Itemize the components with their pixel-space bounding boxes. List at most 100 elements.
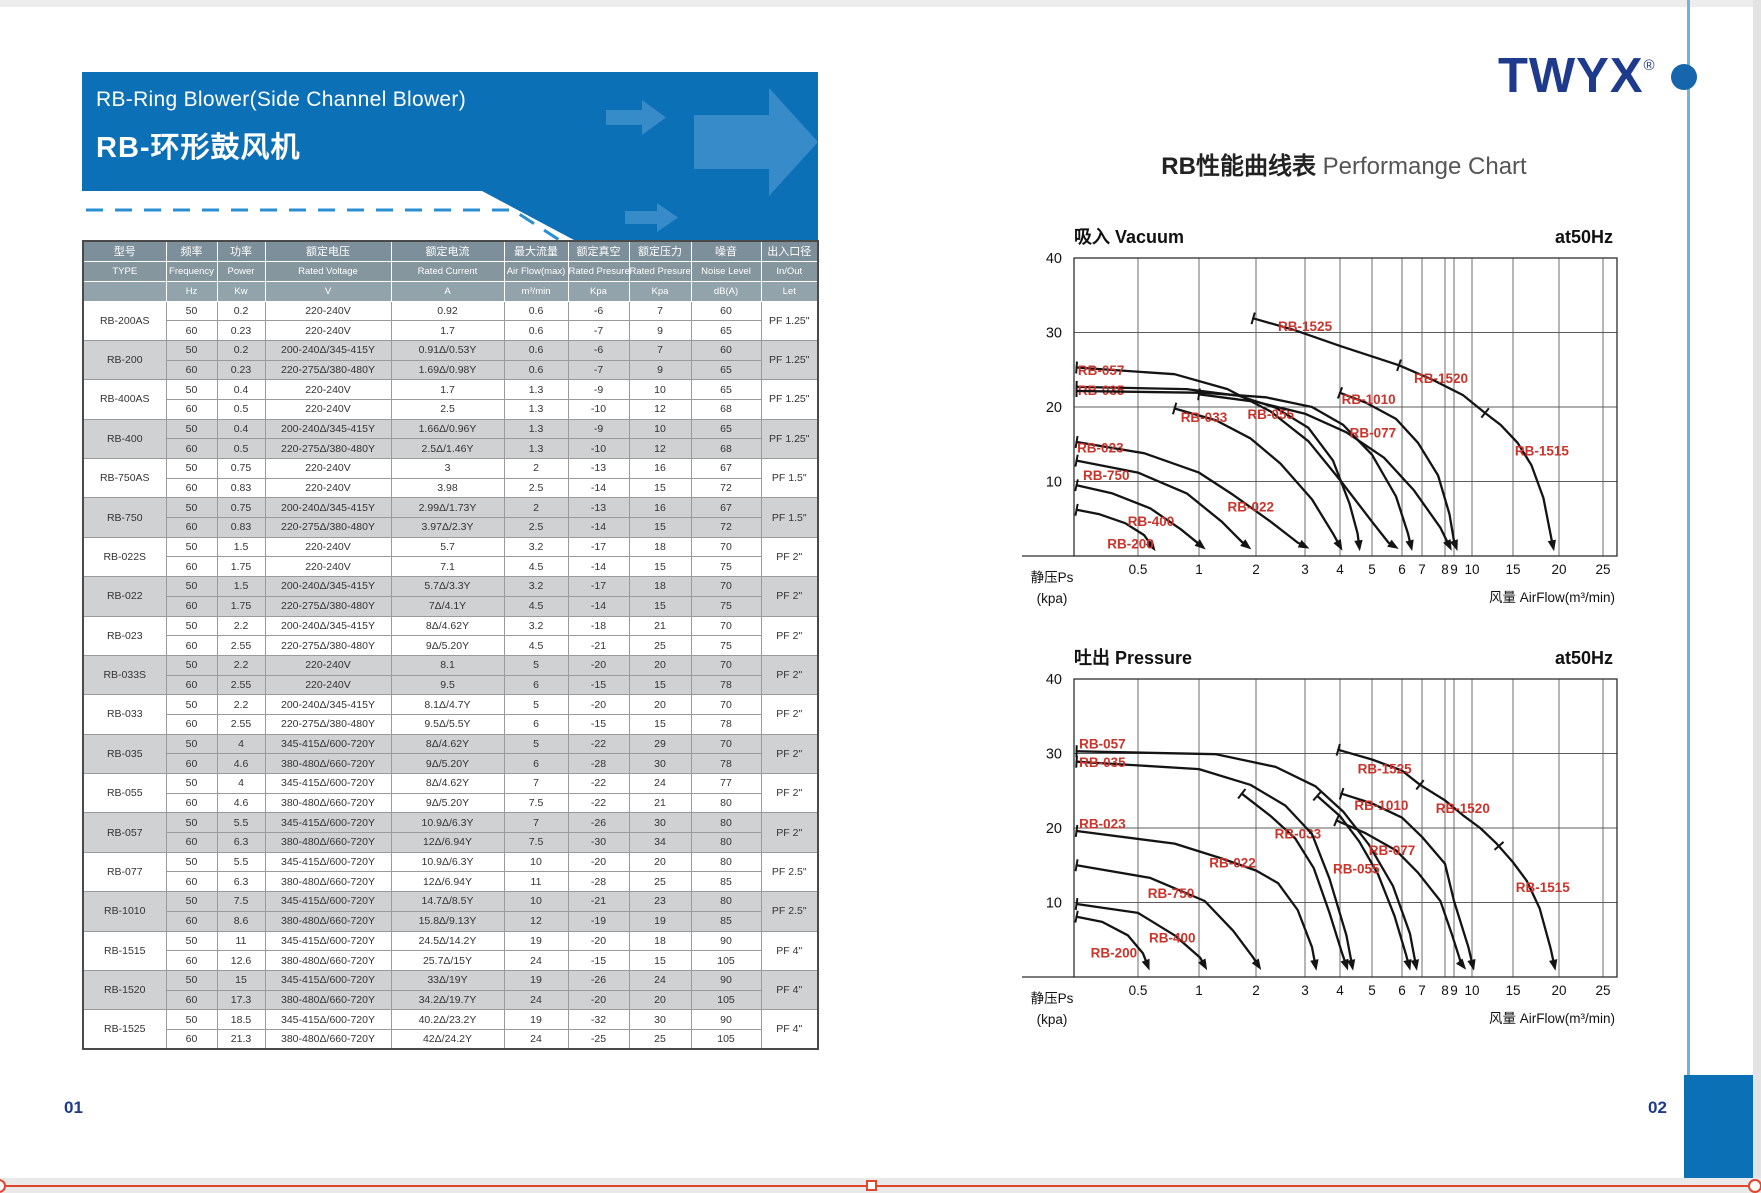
value-cell: 1.5 [216, 536, 266, 558]
header-cell: Frequency [165, 260, 218, 282]
x-tick-label: 10 [1464, 983, 1479, 998]
value-cell: 10 [628, 379, 692, 400]
value-cell: 21.3 [216, 1028, 266, 1050]
header-cell: 额定真空 [567, 240, 630, 262]
value-cell: 11 [503, 871, 569, 893]
value-cell: 14.7Δ/8.5Y [390, 891, 505, 912]
header-cell: Rated Presure [628, 260, 692, 282]
value-cell: 80 [690, 812, 762, 834]
table-row: 60 2.55 220-240V 9.5 6 -15 15 78 [83, 674, 818, 696]
table-row: 60 0.23 220-275Δ/380-480Y 1.69Δ/0.98Y 0.6 -7 9… [83, 359, 818, 381]
value-cell: 5 [503, 694, 569, 715]
header-cell: Noise Level [690, 260, 762, 282]
value-cell: 21 [628, 792, 692, 814]
table-row: RB-1525 50 18.5 345-415Δ/600-720Y 40.2Δ/23.2… [82, 1009, 819, 1050]
value-cell: 2.2 [216, 694, 266, 715]
value-cell: 15 [628, 556, 692, 578]
series-label-RB-750: RB-750 [1083, 468, 1130, 483]
value-cell: 7.1 [390, 556, 505, 578]
curve-RB-400 [1075, 484, 1203, 548]
table-row: RB-023 50 2.2 200-240Δ/345-415Y 8Δ/4.62Y 3.2-… [82, 615, 819, 656]
curve-RB-200 [1075, 508, 1154, 549]
value-cell: 50 [165, 851, 218, 873]
table-row: 60 6.3 380-480Δ/660-720Y 12Δ/6.94Y 7.5 -30 34 8… [83, 832, 818, 853]
value-cell: 380-480Δ/660-720Y [264, 753, 392, 774]
value-cell: 2.2 [216, 654, 266, 676]
brand-logo: TWYX® [1498, 48, 1688, 118]
curve-RB-033 [1240, 792, 1348, 967]
curve-start-tick [1237, 788, 1247, 800]
value-cell: 60 [690, 300, 762, 322]
value-cell: 15 [628, 950, 692, 971]
vacuum-chart: 0.5 1 2 3 4 5 6 7 8 9 10 15 20 25 10 20 30 40 吸入 Vacuum at5… [1022, 227, 1618, 606]
x-tick-label: 6 [1398, 983, 1406, 998]
curve-arrowhead [1141, 958, 1150, 971]
curve-start-tick [1338, 787, 1345, 800]
value-cell: -25 [567, 1028, 630, 1050]
value-cell: 85 [690, 871, 762, 893]
value-cell: -7 [567, 359, 630, 381]
chart-title: 吸入 Vacuum [1074, 227, 1184, 247]
header-cell: Hz [165, 280, 218, 302]
curve-arrowhead [1240, 539, 1252, 550]
table-row: RB-022S 50 1.5 220-240V 5.7 3.2 -17 18 70 PF 2" [82, 536, 819, 578]
value-cell: 5 [503, 654, 569, 676]
curve-arrowhead [1467, 959, 1476, 971]
x-tick-label: 3 [1301, 562, 1309, 577]
curve-arrowhead [1297, 539, 1310, 549]
table-row: 60 8.6 380-480Δ/660-720Y 15.8Δ/9.13Y 12 -19 19… [83, 910, 818, 932]
value-cell: 50 [165, 654, 218, 676]
value-cell: 105 [690, 989, 762, 1011]
value-cell: 70 [690, 654, 762, 676]
model-type-cell: RB-033 [82, 694, 167, 735]
value-cell: 3.2 [503, 576, 569, 597]
value-cell: 16 [628, 497, 692, 519]
value-cell: 67 [690, 497, 762, 519]
table-row: RB-1515 50 11 345-415Δ/600-720Y 24.5Δ/14.2Y 1… [82, 930, 819, 971]
series-label-RB-077: RB-077 [1350, 426, 1397, 441]
table-row: 60 0.5 220-275Δ/380-480Y 2.5Δ/1.46Y 1.3 -10 12… [83, 438, 818, 459]
value-cell: 50 [165, 733, 218, 755]
value-cell: 12.6 [216, 950, 266, 971]
series-label-RB-077: RB-077 [1369, 843, 1416, 858]
model-type-cell: RB-077 [82, 851, 167, 893]
inout-cell: PF 1.25" [760, 300, 819, 341]
inout-cell: PF 1.25" [760, 339, 819, 381]
value-cell: 78 [690, 753, 762, 774]
curve-start-tick [1074, 503, 1079, 516]
registration-line [6, 1185, 1755, 1187]
value-cell: 1.66Δ/0.96Y [390, 418, 505, 440]
x-tick-label: 0.5 [1129, 562, 1148, 577]
header-cell [82, 280, 167, 302]
value-cell: 9.5Δ/5.5Y [390, 713, 505, 735]
value-cell: 90 [690, 969, 762, 991]
model-type-cell: RB-200 [82, 339, 167, 381]
table-row: RB-077 50 5.5 345-415Δ/600-720Y 10.9Δ/6.3Y 10… [82, 851, 819, 893]
table-row: 60 17.3 380-480Δ/660-720Y 34.2Δ/19.7Y 24 -20 2… [83, 989, 818, 1011]
value-cell: 65 [690, 379, 762, 400]
series-label-RB-033: RB-033 [1181, 410, 1228, 425]
value-cell: 85 [690, 910, 762, 932]
value-cell: 220-275Δ/380-480Y [264, 595, 392, 617]
value-cell: -13 [567, 497, 630, 519]
header-cell: 出入口径 [760, 240, 819, 262]
value-cell: 17.3 [216, 989, 266, 1011]
value-cell: 380-480Δ/660-720Y [264, 1028, 392, 1050]
x-tick-label: 8 [1441, 983, 1449, 998]
value-cell: 80 [690, 851, 762, 873]
curve-start-tick [1335, 743, 1341, 756]
series-label-RB-035: RB-035 [1079, 755, 1126, 770]
value-cell: 78 [690, 713, 762, 735]
curve-arrowhead [1194, 539, 1206, 550]
value-cell: 220-240V [264, 398, 392, 420]
registered-trademark-icon: ® [1643, 57, 1655, 74]
value-cell: 220-240V [264, 674, 392, 696]
value-cell: 34 [628, 832, 692, 853]
curve-RB-057 [1075, 366, 1396, 548]
curve-RB-077 [1335, 819, 1465, 967]
value-cell: 10.9Δ/6.3Y [390, 851, 505, 873]
value-cell: 0.83 [216, 517, 266, 538]
value-cell: 200-240Δ/345-415Y [264, 694, 392, 715]
value-cell: 200-240Δ/345-415Y [264, 576, 392, 597]
value-cell: 6.3 [216, 871, 266, 893]
